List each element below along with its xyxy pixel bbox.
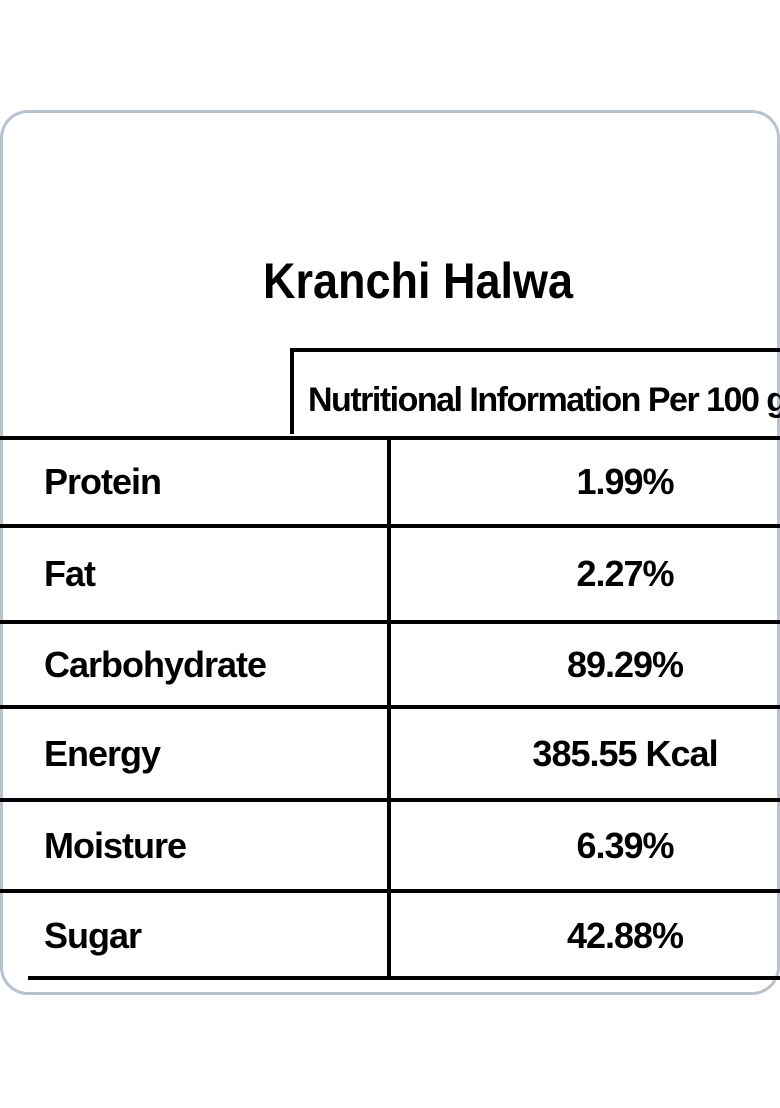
label-cell: Moisture <box>44 825 187 866</box>
value-cell: 6.39% <box>576 825 674 866</box>
label-cell: Carbohydrate <box>44 644 267 685</box>
label-cell: Protein <box>44 461 162 502</box>
table-row: Protein 1.99% <box>0 436 780 524</box>
title: Kranchi Halwa <box>262 253 574 309</box>
value-cell: 1.99% <box>576 461 674 502</box>
table-row: Moisture 6.39% <box>0 798 780 889</box>
bottom-rule <box>28 976 780 980</box>
table-row: Sugar 42.88% <box>0 889 780 978</box>
value-cell: 2.27% <box>576 553 674 594</box>
table-row: Fat 2.27% <box>0 524 780 620</box>
label-cell: Energy <box>44 733 161 774</box>
table-header: Nutritional Information Per 100 gm <box>290 348 780 434</box>
value-cell: 385.55 Kcal <box>532 733 718 774</box>
value-cell: 42.88% <box>566 915 684 956</box>
table-row: Carbohydrate 89.29% <box>0 620 780 705</box>
label-cell: Fat <box>44 553 96 594</box>
table-row: Energy 385.55 Kcal <box>0 705 780 798</box>
label-cell: Sugar <box>44 915 142 956</box>
value-cell: 89.29% <box>566 644 684 685</box>
